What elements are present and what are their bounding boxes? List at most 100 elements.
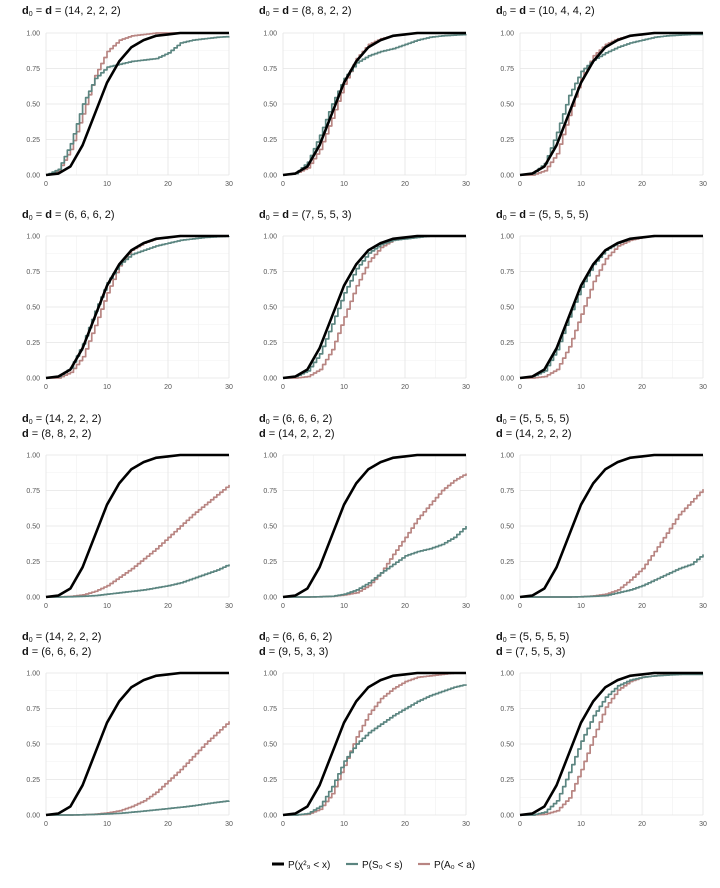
x-tick-label: 10 — [103, 821, 111, 828]
y-tick-label: 0.50 — [26, 102, 40, 109]
x-tick-label: 10 — [577, 821, 585, 828]
series-line-chi — [519, 234, 703, 380]
x-tick-label: 10 — [577, 384, 585, 391]
x-tick-label: 0 — [281, 384, 285, 391]
x-tick-label: 30 — [699, 384, 707, 391]
legend-label-A: P(A₀ < a) — [434, 860, 475, 871]
y-tick-label: 0.75 — [500, 488, 514, 495]
y-tick-label: 0.25 — [26, 137, 40, 144]
x-tick-label: 10 — [577, 181, 585, 188]
y-tick-label: 1.00 — [500, 671, 514, 678]
x-tick-label: 20 — [164, 384, 172, 391]
y-tick-label: 0.75 — [263, 269, 277, 276]
panel-title: d0 = (14, 2, 2, 2) — [22, 631, 101, 644]
panel-title: d0 = d = (10, 4, 4, 2) — [496, 5, 595, 18]
y-tick-label: 0.25 — [26, 340, 40, 347]
x-tick-label: 30 — [225, 821, 233, 828]
x-tick-label: 0 — [44, 821, 48, 828]
y-tick-label: 0.50 — [263, 102, 277, 109]
x-tick-label: 30 — [462, 603, 470, 610]
x-tick-label: 20 — [401, 821, 409, 828]
y-tick-label: 0.25 — [26, 559, 40, 566]
series-line-chi — [282, 234, 466, 380]
x-tick-label: 30 — [462, 384, 470, 391]
panel-title: d = (8, 8, 2, 2) — [22, 428, 91, 440]
y-tick-label: 1.00 — [26, 453, 40, 460]
y-tick-label: 0.50 — [500, 524, 514, 531]
y-tick-label: 0.50 — [500, 305, 514, 312]
y-tick-label: 0.00 — [26, 173, 40, 180]
x-tick-label: 20 — [164, 603, 172, 610]
panel-title: d = (14, 2, 2, 2) — [259, 428, 335, 440]
x-tick-label: 0 — [44, 181, 48, 188]
panel-title: d0 = (14, 2, 2, 2) — [22, 413, 101, 426]
y-tick-label: 1.00 — [26, 671, 40, 678]
x-tick-label: 0 — [518, 384, 522, 391]
x-tick-label: 0 — [518, 181, 522, 188]
x-tick-label: 10 — [103, 181, 111, 188]
series-line-A — [46, 484, 230, 598]
x-tick-label: 20 — [401, 181, 409, 188]
y-tick-label: 0.25 — [263, 340, 277, 347]
panel-title: d0 = d = (7, 5, 5, 3) — [259, 209, 352, 222]
x-tick-label: 0 — [281, 821, 285, 828]
y-tick-label: 0.00 — [26, 376, 40, 383]
y-tick-label: 1.00 — [500, 234, 514, 241]
x-tick-label: 20 — [164, 821, 172, 828]
panel-title: d = (9, 5, 3, 3) — [259, 646, 328, 658]
y-tick-label: 1.00 — [263, 31, 277, 38]
y-tick-label: 1.00 — [263, 671, 277, 678]
panel-title: d = (6, 6, 6, 2) — [22, 646, 91, 658]
y-tick-label: 0.75 — [500, 66, 514, 73]
x-tick-label: 20 — [401, 603, 409, 610]
panel-title: d0 = (6, 6, 6, 2) — [259, 413, 332, 426]
y-tick-label: 0.00 — [26, 813, 40, 820]
series-line-chi — [282, 671, 466, 817]
series-line-S — [46, 235, 230, 379]
y-tick-label: 0.75 — [263, 66, 277, 73]
y-tick-label: 0.00 — [263, 376, 277, 383]
panel-12: d0 = (5, 5, 5, 5) d = (7, 5, 5, 3) 0 10 20 30… — [496, 631, 707, 828]
series-line-S — [46, 564, 230, 598]
x-tick-label: 20 — [401, 384, 409, 391]
x-tick-label: 20 — [638, 603, 646, 610]
y-tick-label: 0.00 — [500, 376, 514, 383]
x-tick-label: 10 — [103, 603, 111, 610]
x-tick-label: 10 — [340, 821, 348, 828]
y-tick-label: 0.50 — [263, 742, 277, 749]
y-tick-label: 0.75 — [263, 488, 277, 495]
y-tick-label: 0.50 — [500, 102, 514, 109]
panel-1: d0 = d = (14, 2, 2, 2) 0 10 20 30 0.00 0.25 0.5… — [22, 5, 233, 188]
panel-2: d0 = d = (8, 8, 2, 2) 0 10 20 30 0.00 0.25 0.50… — [259, 5, 470, 188]
series-line-S — [283, 684, 467, 816]
y-tick-label: 1.00 — [500, 31, 514, 38]
y-tick-label: 0.00 — [263, 595, 277, 602]
x-tick-label: 0 — [518, 603, 522, 610]
x-tick-label: 30 — [225, 384, 233, 391]
panel-8: d0 = (6, 6, 6, 2) d = (14, 2, 2, 2) 0 10 20 3… — [259, 413, 470, 610]
y-tick-label: 1.00 — [263, 234, 277, 241]
y-tick-label: 0.00 — [263, 173, 277, 180]
y-tick-label: 0.75 — [263, 706, 277, 713]
x-tick-label: 10 — [103, 384, 111, 391]
series-line-S — [283, 526, 467, 598]
y-tick-label: 0.25 — [263, 777, 277, 784]
y-tick-label: 0.25 — [263, 137, 277, 144]
x-tick-label: 30 — [225, 603, 233, 610]
panel-3: d0 = d = (10, 4, 4, 2) 0 10 20 30 0.00 0.25 0.5… — [496, 5, 707, 188]
y-tick-label: 0.50 — [263, 524, 277, 531]
legend-label-S: P(S₀ < s) — [362, 860, 403, 871]
y-tick-label: 0.25 — [500, 137, 514, 144]
x-tick-label: 0 — [44, 384, 48, 391]
y-tick-label: 0.25 — [500, 559, 514, 566]
x-tick-label: 10 — [340, 181, 348, 188]
y-tick-label: 1.00 — [263, 453, 277, 460]
legend: P(χ²₉ < x) P(S₀ < s) P(A₀ < a) — [272, 860, 475, 871]
y-tick-label: 0.00 — [500, 813, 514, 820]
y-tick-label: 0.00 — [26, 595, 40, 602]
y-tick-label: 0.25 — [500, 340, 514, 347]
panel-4: d0 = d = (6, 6, 6, 2) 0 10 20 30 0.00 0.25 0.50… — [22, 209, 233, 391]
x-tick-label: 20 — [638, 821, 646, 828]
panel-title: d0 = d = (8, 8, 2, 2) — [259, 5, 352, 18]
series-line-chi — [519, 671, 703, 817]
